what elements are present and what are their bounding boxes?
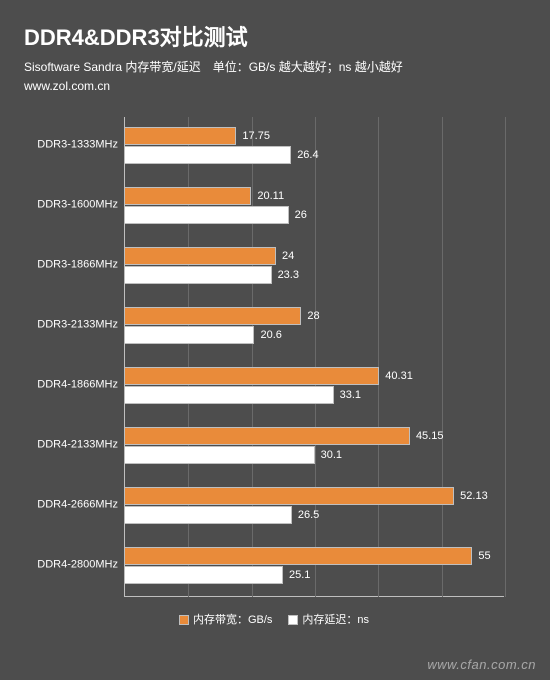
category-label: DDR4-2133MHz — [24, 439, 118, 452]
chart-container: DDR4&DDR3对比测试 Sisoftware Sandra 内存带宽/延迟 … — [0, 0, 550, 680]
category-label: DDR4-2666MHz — [24, 499, 118, 512]
latency-bar — [124, 446, 315, 464]
legend-swatch — [288, 615, 298, 625]
latency-bar — [124, 566, 283, 584]
latency-bar — [124, 266, 272, 284]
chart-subtitle: Sisoftware Sandra 内存带宽/延迟 单位：GB/s 越大越好；n… — [24, 58, 526, 75]
bandwidth-value-label: 40.31 — [385, 367, 413, 385]
bandwidth-value-label: 17.75 — [242, 127, 270, 145]
gridline — [315, 117, 316, 597]
bandwidth-value-label: 24 — [282, 247, 294, 265]
category-label: DDR4-2800MHz — [24, 559, 118, 572]
watermark: www.cfan.com.cn — [427, 657, 536, 672]
category-label: DDR3-1866MHz — [24, 259, 118, 272]
gridline — [442, 117, 443, 597]
category-label: DDR3-2133MHz — [24, 319, 118, 332]
gridline — [252, 117, 253, 597]
legend-label: 内存带宽：GB/s — [193, 614, 272, 626]
gridline — [378, 117, 379, 597]
category-label: DDR4-1866MHz — [24, 379, 118, 392]
legend-label: 内存延迟：ns — [302, 614, 369, 626]
bandwidth-bar — [124, 127, 236, 145]
chart-area: DDR3-1333MHz 17.75 26.4 DDR3-1600MHz 20.11 26… — [24, 117, 524, 617]
latency-bar — [124, 326, 254, 344]
legend: 内存带宽：GB/s 内存延迟：ns — [24, 611, 524, 627]
legend-item: 内存延迟：ns — [288, 611, 369, 627]
latency-value-label: 26.4 — [297, 146, 318, 164]
category-label: DDR3-1600MHz — [24, 199, 118, 212]
source-url: www.zol.com.cn — [24, 79, 526, 93]
latency-bar — [124, 146, 291, 164]
bandwidth-bar — [124, 367, 379, 385]
bandwidth-bar — [124, 547, 472, 565]
legend-item: 内存带宽：GB/s — [179, 611, 272, 627]
bandwidth-value-label: 20.11 — [257, 187, 284, 205]
latency-value-label: 23.3 — [278, 266, 299, 284]
bandwidth-bar — [124, 487, 454, 505]
latency-value-label: 30.1 — [321, 446, 342, 464]
bandwidth-value-label: 28 — [307, 307, 319, 325]
latency-bar — [124, 206, 289, 224]
latency-bar — [124, 386, 334, 404]
latency-value-label: 25.1 — [289, 566, 310, 584]
latency-value-label: 26.5 — [298, 506, 319, 524]
latency-bar — [124, 506, 292, 524]
bandwidth-value-label: 45.15 — [416, 427, 444, 445]
chart-title: DDR4&DDR3对比测试 — [24, 20, 526, 52]
legend-swatch — [179, 615, 189, 625]
bandwidth-bar — [124, 307, 301, 325]
gridline — [505, 117, 506, 597]
bandwidth-value-label: 52.13 — [460, 487, 488, 505]
bandwidth-bar — [124, 427, 410, 445]
latency-value-label: 26 — [295, 206, 307, 224]
latency-value-label: 20.6 — [260, 326, 281, 344]
bandwidth-value-label: 55 — [478, 547, 490, 565]
bandwidth-bar — [124, 247, 276, 265]
latency-value-label: 33.1 — [340, 386, 361, 404]
category-label: DDR3-1333MHz — [24, 139, 118, 152]
bandwidth-bar — [124, 187, 251, 205]
